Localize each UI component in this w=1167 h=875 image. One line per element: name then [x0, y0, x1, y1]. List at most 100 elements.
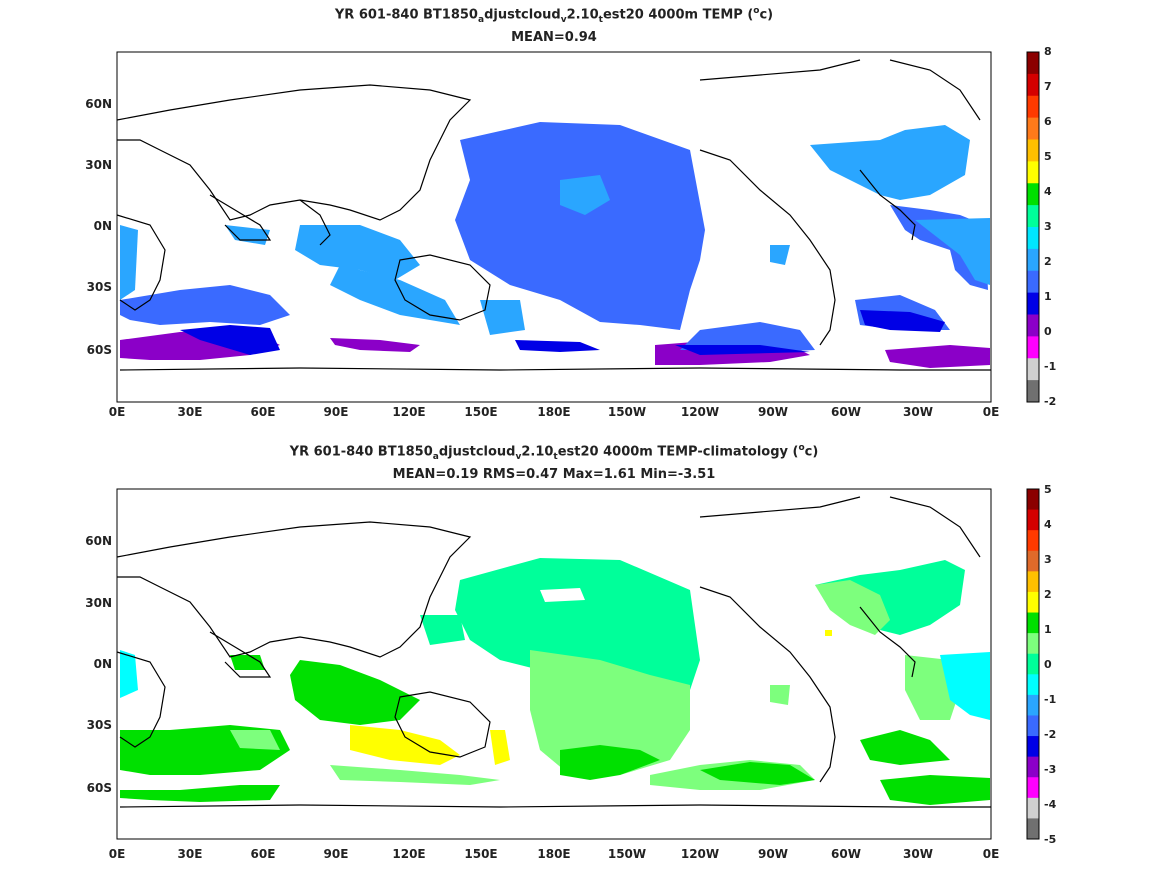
bottom-colorbar-label: -1 [1044, 693, 1056, 706]
bottom-lat-tick-label: 30S [87, 718, 112, 732]
top-colorbar-swatch [1027, 270, 1039, 294]
bottom-lon-tick-label: 30E [178, 847, 203, 861]
top-colorbar-label: 2 [1044, 255, 1052, 268]
top-colorbar-swatch [1027, 292, 1039, 315]
bottom-colorbar-swatch [1027, 736, 1039, 758]
top-colorbar-swatch [1027, 52, 1039, 75]
bottom-map-title: YR 601-840 BT1850adjustcloudv2.10test20 … [289, 443, 819, 462]
top-lat-tick-label: 0N [94, 219, 112, 233]
top-colorbar-swatch [1027, 95, 1039, 119]
bottom-colorbar-label: 4 [1044, 518, 1052, 531]
top-colorbar-swatch [1027, 336, 1039, 359]
bottom-lat-tick-label: 30N [85, 596, 112, 610]
top-colorbar-swatch [1027, 117, 1039, 140]
top-lon-tick-label: 30E [178, 405, 203, 419]
top-lon-tick-label: 30W [903, 405, 933, 419]
top-colorbar-label: -1 [1044, 360, 1056, 373]
top-colorbar-label: 7 [1044, 80, 1052, 93]
bottom-colorbar-swatch [1027, 694, 1039, 716]
top-colorbar-swatch [1027, 183, 1039, 206]
bottom-lon-tick-label: 180E [537, 847, 570, 861]
top-lon-axis: 0E 30E 60E 90E 120E 150E 180E 150W 120W … [109, 405, 1000, 419]
top-colorbar-label: 8 [1044, 45, 1052, 58]
bottom-map-coastlines [116, 496, 991, 808]
top-lon-tick-label: 120W [681, 405, 719, 419]
bottom-map-plot [116, 488, 992, 840]
bottom-colorbar: 5 4 3 2 1 0 -1 -2 -3 -4 -5 [1026, 483, 1057, 846]
top-colorbar-label: -2 [1044, 395, 1056, 408]
bottom-lon-tick-label: 60E [251, 847, 276, 861]
top-lat-tick-label: 30S [87, 280, 112, 294]
bottom-colorbar-swatch [1027, 612, 1039, 634]
top-map-plot [116, 51, 992, 403]
top-colorbar-swatch [1027, 314, 1039, 337]
bottom-colorbar-label: -5 [1044, 833, 1056, 846]
bottom-colorbar-swatch [1027, 591, 1039, 614]
bottom-colorbar-swatch [1027, 530, 1039, 552]
bottom-colorbar-label: -2 [1044, 728, 1056, 741]
bottom-colorbar-label: 2 [1044, 588, 1052, 601]
top-lon-tick-label: 150W [608, 405, 646, 419]
top-lon-tick-label: 180E [537, 405, 570, 419]
bottom-colorbar-swatch [1027, 777, 1039, 799]
bottom-colorbar-swatch [1027, 715, 1039, 737]
top-colorbar-swatch [1027, 248, 1039, 272]
bottom-lon-tick-label: 90E [324, 847, 349, 861]
bottom-lon-tick-label: 30W [903, 847, 933, 861]
top-lon-tick-label: 90W [758, 405, 788, 419]
top-map-field [120, 122, 990, 368]
top-lon-tick-label: 60W [831, 405, 861, 419]
top-colorbar-swatch [1027, 205, 1039, 228]
bottom-lat-axis: 60N 30N 0N 30S 60S [85, 534, 112, 795]
top-lon-tick-label: 120E [392, 405, 425, 419]
bottom-lon-tick-label: 0E [983, 847, 1000, 861]
bottom-colorbar-swatch [1027, 633, 1039, 655]
top-map-figure: 60N 30N 0N 30S 60S 0E 30E 60E 90E 120E 1… [85, 45, 1056, 419]
top-colorbar-swatch [1027, 358, 1039, 381]
top-colorbar-label: 1 [1044, 290, 1052, 303]
top-colorbar-swatch [1027, 227, 1039, 250]
bottom-lon-tick-label: 90W [758, 847, 788, 861]
bottom-colorbar-label: 1 [1044, 623, 1052, 636]
top-colorbar-label: 5 [1044, 150, 1052, 163]
bottom-colorbar-swatch [1027, 571, 1039, 593]
top-lat-tick-label: 60S [87, 343, 112, 357]
top-colorbar-label: 3 [1044, 220, 1052, 233]
top-lon-tick-label: 0E [983, 405, 1000, 419]
bottom-colorbar-label: 3 [1044, 553, 1052, 566]
top-map-title: YR 601-840 BT1850adjustcloudv2.10test20 … [334, 6, 774, 25]
top-colorbar-swatch [1027, 73, 1039, 97]
bottom-colorbar-label: 0 [1044, 658, 1052, 671]
top-colorbar-swatch [1027, 161, 1039, 184]
bottom-lon-tick-label: 0E [109, 847, 126, 861]
bottom-colorbar-swatch [1027, 756, 1039, 778]
top-lon-tick-label: 90E [324, 405, 349, 419]
bottom-lat-tick-label: 60S [87, 781, 112, 795]
top-map-coastlines [116, 59, 991, 371]
top-lon-tick-label: 60E [251, 405, 276, 419]
top-map-subtitle: MEAN=0.94 [511, 30, 597, 45]
bottom-map-field [120, 558, 990, 805]
top-colorbar: 8 7 6 5 4 3 2 1 0 -1 -2 [1026, 45, 1056, 408]
top-lon-tick-label: 150E [464, 405, 497, 419]
bottom-colorbar-label: -4 [1044, 798, 1057, 811]
bottom-colorbar-swatch [1027, 550, 1039, 572]
bottom-colorbar-swatch [1027, 653, 1039, 675]
top-colorbar-label: 0 [1044, 325, 1052, 338]
bottom-colorbar-swatch [1027, 674, 1039, 696]
bottom-lon-axis: 0E 30E 60E 90E 120E 150E 180E 150W 120W … [109, 847, 1000, 861]
top-colorbar-label: 4 [1044, 185, 1052, 198]
bottom-map-subtitle: MEAN=0.19 RMS=0.47 Max=1.61 Min=-3.51 [392, 467, 716, 482]
bottom-map-figure: 60N 30N 0N 30S 60S 0E 30E 60E 90E 120E 1… [85, 483, 1057, 861]
bottom-lon-tick-label: 60W [831, 847, 861, 861]
bottom-lon-tick-label: 120E [392, 847, 425, 861]
bottom-colorbar-swatch [1027, 489, 1039, 511]
bottom-lon-tick-label: 120W [681, 847, 719, 861]
bottom-lon-tick-label: 150E [464, 847, 497, 861]
bottom-colorbar-swatch [1027, 818, 1039, 840]
top-colorbar-label: 6 [1044, 115, 1052, 128]
top-colorbar-swatch [1027, 139, 1039, 162]
top-lat-axis: 60N 30N 0N 30S 60S [85, 97, 112, 357]
bottom-lat-tick-label: 60N [85, 534, 112, 548]
bottom-colorbar-label: -3 [1044, 763, 1056, 776]
